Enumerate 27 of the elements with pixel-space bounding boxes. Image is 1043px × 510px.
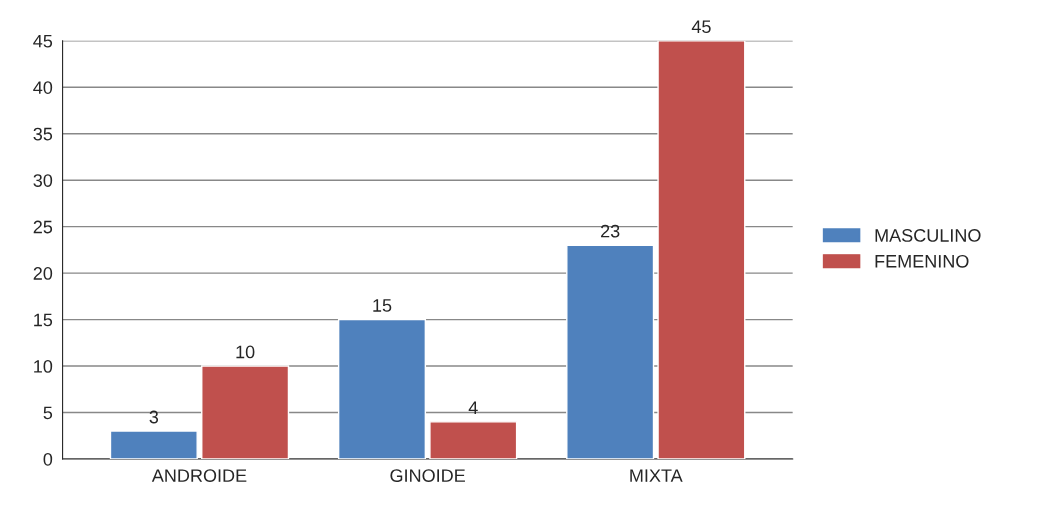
x-tick-label: ANDROIDE <box>151 469 247 482</box>
bar <box>201 365 290 459</box>
bar <box>566 244 655 459</box>
y-tick-label: 0 <box>43 452 53 466</box>
bar <box>429 421 518 459</box>
y-tick-label: 10 <box>34 360 53 373</box>
data-label: 23 <box>601 224 620 238</box>
bar <box>109 430 198 459</box>
y-tick-label: 30 <box>33 174 53 187</box>
y-tick-label: 40 <box>33 81 53 94</box>
y-tick-label: 25 <box>33 220 53 234</box>
y-tick-label: 35 <box>33 127 53 141</box>
legend-label: FEMENINO <box>875 254 969 268</box>
y-tick-label: 15 <box>34 313 53 327</box>
data-label: 4 <box>468 401 478 414</box>
bar <box>337 318 427 459</box>
data-label: 45 <box>691 20 711 34</box>
y-tick-label: 45 <box>33 34 53 48</box>
x-tick-label: GINOIDE <box>390 469 465 482</box>
y-tick-label: 5 <box>43 406 53 420</box>
data-label: 15 <box>373 299 392 312</box>
legend-label: MASCULINO <box>875 229 981 242</box>
data-label: 10 <box>236 345 255 359</box>
x-tick-label: MIXTA <box>630 469 683 482</box>
bar <box>657 40 746 459</box>
data-label: 3 <box>149 410 159 424</box>
y-tick-label: 20 <box>33 267 53 280</box>
